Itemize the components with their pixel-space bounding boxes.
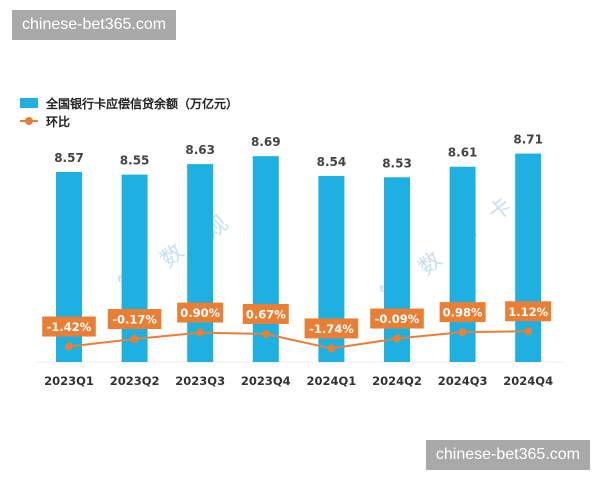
qoq-label-box — [107, 309, 162, 330]
bar — [121, 174, 148, 362]
legend-label-balance: 全国银行卡应偿信贷余额（万亿元） — [46, 96, 239, 111]
bar — [252, 156, 279, 362]
x-tick-label: 2023Q4 — [241, 374, 291, 388]
x-tick-label: 2023Q2 — [110, 374, 160, 388]
bar — [515, 153, 542, 362]
bar-value-label: 8.57 — [54, 151, 84, 165]
qoq-label-box — [505, 301, 552, 322]
bar-value-label: 8.61 — [448, 146, 478, 160]
bar-value-label: 8.53 — [382, 156, 412, 170]
qoq-label-box — [42, 316, 96, 337]
bar-value-label: 8.69 — [251, 135, 281, 149]
qoq-point — [130, 335, 139, 344]
qoq-value-label: 0.98% — [443, 306, 483, 320]
qoq-value-label: -0.17% — [112, 313, 157, 327]
qoq-label-box — [177, 302, 224, 323]
qoq-label-box — [304, 318, 359, 339]
legend-bar-swatch — [20, 98, 38, 108]
qoq-label-box — [242, 303, 289, 324]
qoq-point — [524, 327, 533, 336]
legend-label-qoq: 环比 — [46, 114, 71, 129]
qoq-label-box — [370, 308, 424, 329]
legend-item-qoq: 环比 — [20, 112, 238, 130]
qoq-value-label: -0.09% — [375, 312, 420, 326]
bar — [384, 177, 410, 362]
x-tick-label: 2023Q3 — [175, 374, 225, 388]
qoq-point — [458, 328, 467, 337]
qoq-point — [196, 328, 205, 337]
bar-value-label: 8.54 — [317, 155, 347, 169]
bar-value-label: 8.71 — [513, 133, 543, 147]
bar-value-label: 8.55 — [120, 154, 150, 168]
bar-value-label: 8.63 — [185, 143, 215, 157]
legend-line-swatch — [20, 116, 38, 126]
qoq-value-label: 0.90% — [180, 306, 220, 320]
watermark-top: chinese-bet365.com — [12, 10, 177, 40]
qoq-label-box — [439, 302, 486, 323]
x-tick-label: 2024Q3 — [438, 374, 488, 388]
qoq-point — [327, 344, 336, 353]
qoq-point — [261, 329, 270, 338]
qoq-point — [65, 342, 73, 351]
x-tick-label: 2023Q1 — [44, 374, 94, 388]
x-tick-label: 2024Q1 — [307, 374, 357, 388]
qoq-value-label: -1.42% — [47, 320, 92, 334]
x-tick-label: 2024Q2 — [372, 374, 422, 388]
qoq-value-label: 0.67% — [246, 307, 286, 321]
qoq-value-label: -1.74% — [309, 322, 354, 336]
chart-legend: 全国银行卡应偿信贷余额（万亿元） 环比 — [20, 94, 238, 130]
qoq-value-label: 1.12% — [508, 305, 548, 319]
legend-item-balance: 全国银行卡应偿信贷余额（万亿元） — [20, 94, 238, 112]
watermark-bottom: chinese-bet365.com — [425, 440, 590, 470]
x-tick-label: 2024Q4 — [503, 374, 553, 388]
qoq-point — [393, 334, 401, 343]
qoq-line — [68, 330, 529, 350]
